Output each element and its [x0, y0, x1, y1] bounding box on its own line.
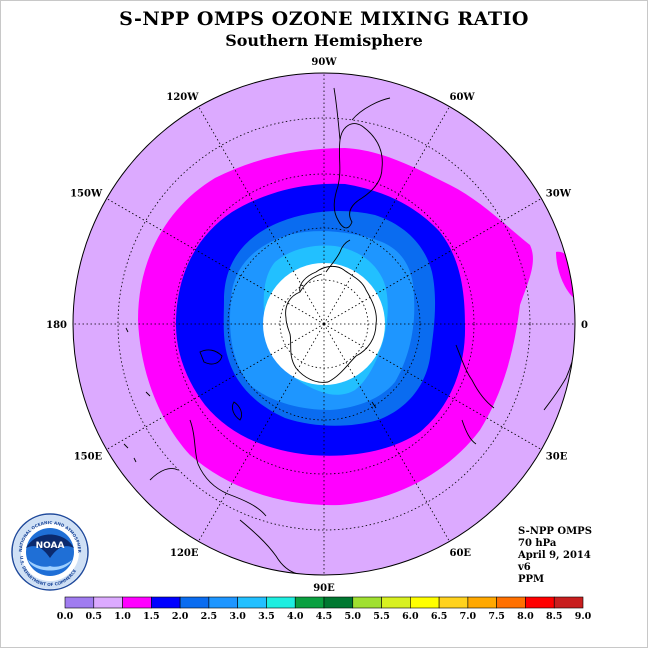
colorbar-swatch — [438, 596, 469, 609]
meridian-line — [198, 323, 325, 542]
colorbar-tick-label: 8.0 — [517, 611, 534, 622]
colorbar-swatch — [266, 596, 296, 609]
colorbar-swatch — [179, 596, 210, 609]
info-instrument: S-NPP OMPS — [518, 526, 592, 537]
info-level: 70 hPa — [518, 538, 557, 549]
page-title: S-NPP OMPS OZONE MIXING RATIO — [119, 8, 529, 30]
colorbar-swatch — [496, 596, 526, 609]
colorbar-swatch — [122, 596, 152, 609]
longitude-label: 90W — [311, 57, 337, 68]
longitude-label: 150E — [74, 452, 103, 463]
colorbar-tick-label: 9.0 — [575, 611, 592, 622]
colorbar-tick-label: 4.0 — [287, 611, 304, 622]
longitude-label: 120W — [166, 92, 199, 103]
colorbar-tick-label: 3.0 — [229, 611, 246, 622]
meridian-line — [323, 198, 542, 325]
colorbar-tick-label: 1.5 — [143, 611, 160, 622]
colorbar-tick-label: 3.5 — [258, 611, 275, 622]
logo-ring-text: NATIONAL OCEANIC AND ATMOSPHERIC ADMINIS… — [0, 0, 82, 554]
meridian-line — [106, 323, 325, 450]
colorbar-swatch — [352, 596, 382, 609]
meridian-line — [323, 323, 542, 450]
logo-wave-icon — [28, 560, 72, 571]
longitude-label: 120E — [170, 548, 199, 559]
latitude-circle — [173, 173, 475, 475]
logo-text: NOAA — [36, 541, 65, 551]
longitude-label: 60W — [450, 92, 476, 103]
colorbar-tick-label: 2.0 — [172, 611, 189, 622]
longitude-label: 0 — [581, 320, 588, 331]
longitude-label: 90E — [313, 583, 335, 594]
info-version: v6 — [517, 562, 531, 573]
colorbar-swatch — [64, 596, 95, 609]
meridian-line — [198, 106, 325, 325]
latitude-circle — [279, 279, 369, 369]
colorbar-tick-label: 7.0 — [460, 611, 477, 622]
colorbar-tick-label: 1.0 — [114, 611, 131, 622]
colorbar-swatch — [93, 596, 123, 609]
colorbar-swatch — [237, 596, 267, 609]
colorbar: 0.0 0.5 1.0 1.5 2.0 2.5 3.0 3.5 4.0 4.5 5.0 5.5 6.0 6… — [57, 596, 592, 622]
colorbar-tick-label: 6.0 — [402, 611, 419, 622]
colorbar-swatch — [525, 596, 555, 609]
map-outline — [72, 72, 576, 576]
colorbar-tick-label: 5.5 — [373, 611, 390, 622]
meridian-line — [323, 323, 450, 542]
colorbar-swatch — [323, 596, 354, 609]
logo-bird-icon — [26, 534, 74, 558]
colorbar-swatch — [553, 596, 584, 609]
longitude-label: 30E — [546, 452, 568, 463]
colorbar-swatch — [151, 596, 181, 609]
colorbar-swatch — [410, 596, 440, 609]
svg-text:NATIONAL OCEANIC AND ATMOSPHER: NATIONAL OCEANIC AND ATMOSPHERIC ADMINIS… — [0, 0, 82, 554]
colorbar-tick-label: 0.5 — [86, 611, 103, 622]
colorbar-tick-label: 4.5 — [316, 611, 333, 622]
colorbar-swatch — [381, 596, 411, 609]
page-subtitle: Southern Hemisphere — [225, 31, 423, 50]
colorbar-tick-label: 5.0 — [345, 611, 362, 622]
colorbar-tick-label: 6.5 — [431, 611, 448, 622]
latitude-circle — [117, 117, 531, 531]
south-pole-marker — [322, 322, 326, 326]
colorbar-tick-label: 8.5 — [546, 611, 563, 622]
colorbar-swatch — [294, 596, 325, 609]
longitude-labels: 90W 60W 30W 0 30E 60E 90E 120E 150E 180 150W 120W — [46, 57, 588, 594]
info-units: PPM — [518, 574, 544, 585]
longitude-label: 60E — [450, 548, 472, 559]
longitude-label: 30W — [546, 189, 572, 200]
longitude-label: 150W — [70, 189, 103, 200]
colorbar-tick-label: 7.5 — [488, 611, 505, 622]
colorbar-tick-label: 0.0 — [57, 611, 74, 622]
latitude-circle — [227, 227, 421, 421]
info-block: S-NPP OMPS 70 hPa April 9, 2014 v6 PPM — [517, 526, 592, 585]
logo-ring-band — [13, 515, 87, 589]
colorbar-swatch — [208, 596, 238, 609]
meridian-line — [106, 198, 325, 325]
colorbar-swatch — [467, 596, 497, 609]
colorbar-tick-label: 2.5 — [201, 611, 218, 622]
coastlines — [123, 87, 575, 575]
meridian-line — [323, 106, 450, 325]
longitude-label: 180 — [46, 320, 67, 331]
graticule — [73, 73, 575, 575]
info-date: April 9, 2014 — [517, 550, 591, 561]
